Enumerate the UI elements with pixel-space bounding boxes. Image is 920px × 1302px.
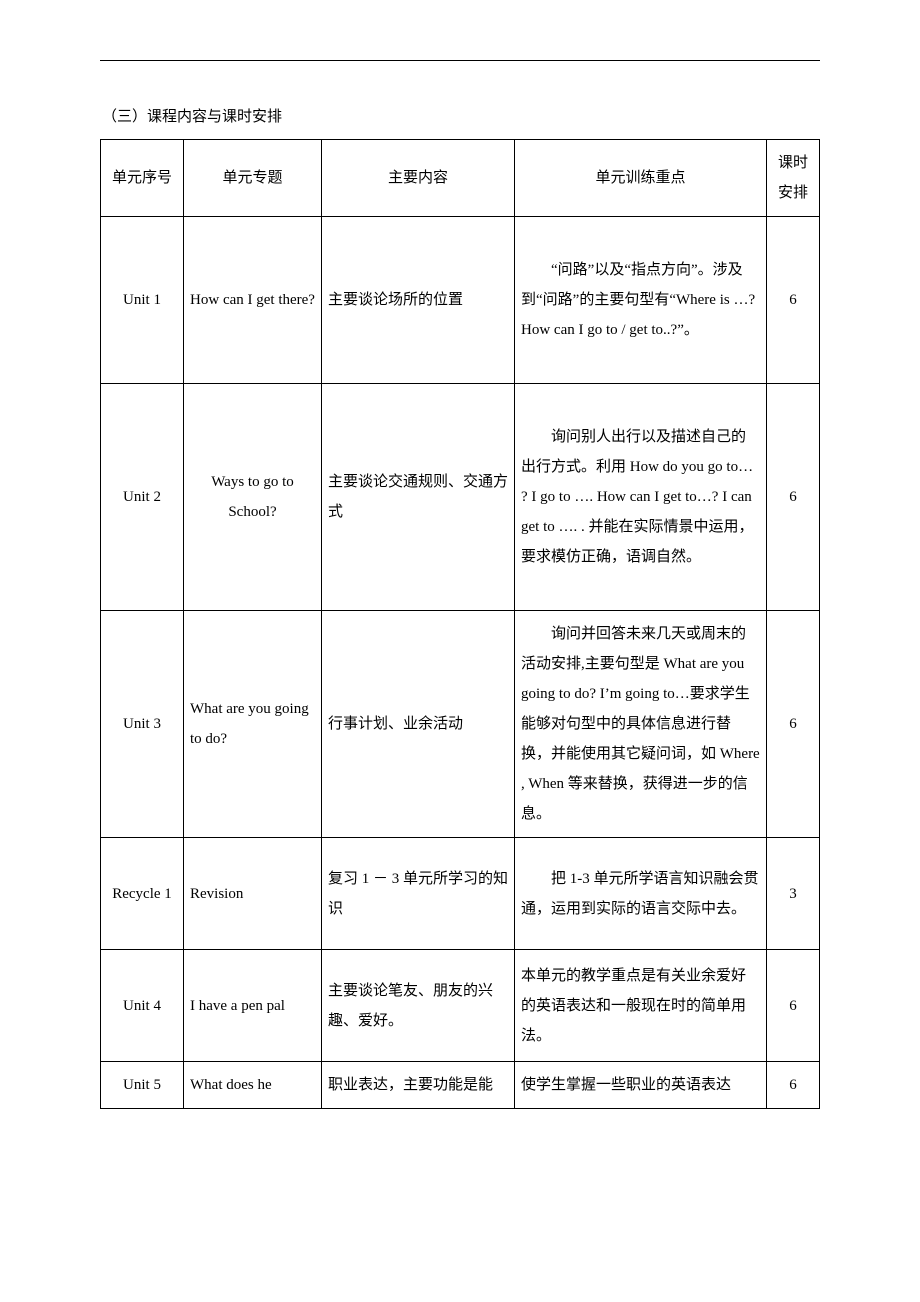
cell-unit: Unit 3: [101, 611, 184, 838]
cell-hours: 6: [767, 611, 820, 838]
table-header: 单元序号 单元专题 主要内容 单元训练重点 课时安排: [101, 140, 820, 217]
cell-topic: How can I get there?: [184, 217, 322, 384]
table-row: Recycle 1 Revision 复习 1 － 3 单元所学习的知识 把 1…: [101, 838, 820, 950]
cell-topic: What does he: [184, 1062, 322, 1109]
cell-unit: Unit 5: [101, 1062, 184, 1109]
cell-main: 职业表达，主要功能是能: [322, 1062, 515, 1109]
table-row: Unit 4 I have a pen pal 主要谈论笔友、朋友的兴趣、爱好。…: [101, 950, 820, 1062]
curriculum-table: 单元序号 单元专题 主要内容 单元训练重点 课时安排 Unit 1 How ca…: [100, 139, 820, 1109]
table-row: Unit 5 What does he 职业表达，主要功能是能 使学生掌握一些职…: [101, 1062, 820, 1109]
cell-main: 复习 1 － 3 单元所学习的知识: [322, 838, 515, 950]
cell-main: 主要谈论笔友、朋友的兴趣、爱好。: [322, 950, 515, 1062]
cell-unit: Recycle 1: [101, 838, 184, 950]
table-header-row: 单元序号 单元专题 主要内容 单元训练重点 课时安排: [101, 140, 820, 217]
table-body: Unit 1 How can I get there? 主要谈论场所的位置 “问…: [101, 217, 820, 1109]
focus-text: “问路”以及“指点方向”。涉及到“问路”的主要句型有“Where is …? H…: [521, 255, 760, 345]
col-header-hours: 课时安排: [767, 140, 820, 217]
horizontal-rule: [100, 60, 820, 61]
cell-hours: 6: [767, 384, 820, 611]
focus-text: 询问并回答未来几天或周末的活动安排,主要句型是 What are you goi…: [521, 619, 760, 829]
cell-hours: 6: [767, 217, 820, 384]
cell-unit: Unit 1: [101, 217, 184, 384]
col-header-focus: 单元训练重点: [515, 140, 767, 217]
cell-focus: 询问并回答未来几天或周末的活动安排,主要句型是 What are you goi…: [515, 611, 767, 838]
table-row: Unit 3 What are you going to do? 行事计划、业余…: [101, 611, 820, 838]
cell-hours: 3: [767, 838, 820, 950]
cell-topic: I have a pen pal: [184, 950, 322, 1062]
cell-focus: 使学生掌握一些职业的英语表达: [515, 1062, 767, 1109]
section-heading: （三）课程内容与课时安排: [102, 105, 820, 129]
cell-focus: 询问别人出行以及描述自己的出行方式。利用 How do you go to… ?…: [515, 384, 767, 611]
cell-topic: Revision: [184, 838, 322, 950]
cell-main: 主要谈论场所的位置: [322, 217, 515, 384]
table-row: Unit 1 How can I get there? 主要谈论场所的位置 “问…: [101, 217, 820, 384]
cell-hours: 6: [767, 1062, 820, 1109]
cell-focus: 把 1-3 单元所学语言知识融会贯通，运用到实际的语言交际中去。: [515, 838, 767, 950]
cell-topic: What are you going to do?: [184, 611, 322, 838]
cell-topic: Ways to go to School?: [184, 384, 322, 611]
cell-main: 主要谈论交通规则、交通方式: [322, 384, 515, 611]
focus-text: 询问别人出行以及描述自己的出行方式。利用 How do you go to… ?…: [521, 422, 760, 572]
cell-unit: Unit 4: [101, 950, 184, 1062]
document-page: （三）课程内容与课时安排 单元序号 单元专题 主要内容 单元训练重点 课时安排 …: [0, 0, 920, 1149]
focus-text: 把 1-3 单元所学语言知识融会贯通，运用到实际的语言交际中去。: [521, 864, 760, 924]
cell-unit: Unit 2: [101, 384, 184, 611]
cell-main: 行事计划、业余活动: [322, 611, 515, 838]
cell-focus: “问路”以及“指点方向”。涉及到“问路”的主要句型有“Where is …? H…: [515, 217, 767, 384]
col-header-main: 主要内容: [322, 140, 515, 217]
col-header-topic: 单元专题: [184, 140, 322, 217]
col-header-unit: 单元序号: [101, 140, 184, 217]
cell-hours: 6: [767, 950, 820, 1062]
table-row: Unit 2 Ways to go to School? 主要谈论交通规则、交通…: [101, 384, 820, 611]
cell-focus: 本单元的教学重点是有关业余爱好的英语表达和一般现在时的简单用法。: [515, 950, 767, 1062]
